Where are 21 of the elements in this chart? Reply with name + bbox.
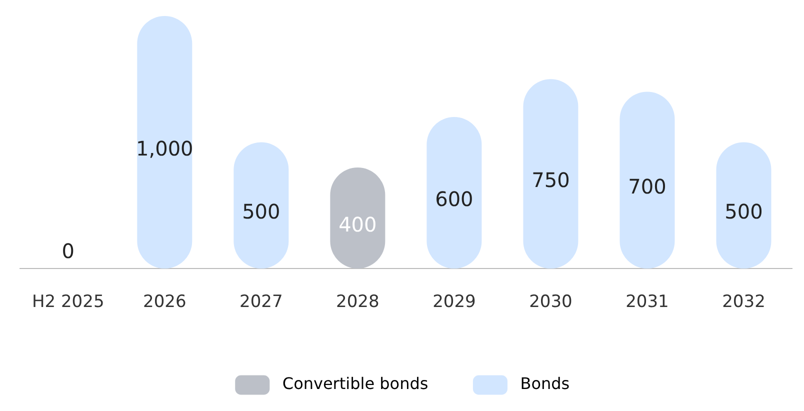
data-label: 700 [628,174,666,198]
bar [523,79,578,269]
data-label: 1,000 [136,136,194,161]
x-tick-label: 2031 [626,292,669,312]
legend-label: Convertible bonds [282,374,428,394]
x-tick-label: 2032 [722,292,766,312]
x-tick-label: 2030 [529,292,572,312]
legend-label: Bonds [520,374,570,394]
x-tick-label: 2028 [336,292,380,312]
x-tick-label: 2026 [143,292,186,312]
bar [137,16,192,269]
data-label: 500 [724,200,763,224]
x-tick-label: 2029 [432,292,476,312]
x-tick-label: H2 2025 [32,292,104,312]
data-label: 400 [338,212,377,236]
data-label: 0 [62,238,74,263]
bar [620,92,675,269]
data-label: 500 [242,200,280,224]
x-tick-label: 2027 [240,292,283,312]
data-label: 600 [435,187,474,212]
data-label: 750 [532,168,570,192]
